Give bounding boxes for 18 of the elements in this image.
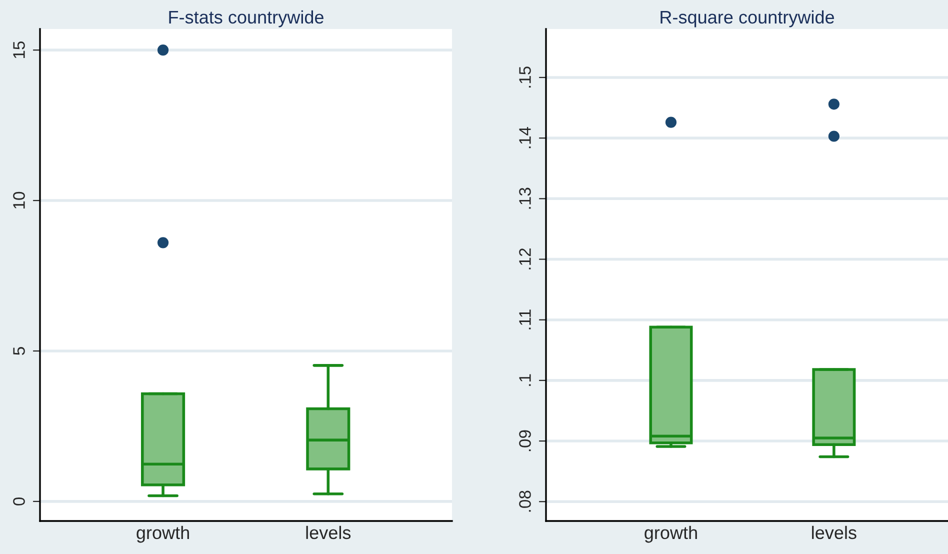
x-tick-label: levels bbox=[812, 526, 856, 540]
y-tick-label: 10 bbox=[13, 192, 25, 209]
chart-title: R-square countrywide bbox=[660, 10, 834, 28]
y-tick-label: .1 bbox=[519, 374, 531, 386]
y-tick-label: 0 bbox=[13, 497, 25, 506]
y-tick-label: .08 bbox=[519, 490, 531, 512]
y-tick-label: 5 bbox=[13, 347, 25, 355]
chart-title: F-stats countrywide bbox=[169, 10, 324, 28]
x-tick-label: growth bbox=[136, 526, 189, 543]
y-tick-label: .15 bbox=[519, 66, 531, 88]
y-tick-label: .11 bbox=[519, 310, 531, 330]
y-tick-label: .12 bbox=[519, 248, 531, 270]
x-tick-label: levels bbox=[306, 526, 351, 540]
y-tick-label: .09 bbox=[519, 430, 531, 452]
x-tick-label: growth bbox=[644, 526, 697, 543]
y-tick-label: 15 bbox=[13, 41, 25, 58]
y-tick-label: .13 bbox=[519, 188, 531, 209]
y-tick-label: .14 bbox=[519, 126, 531, 148]
